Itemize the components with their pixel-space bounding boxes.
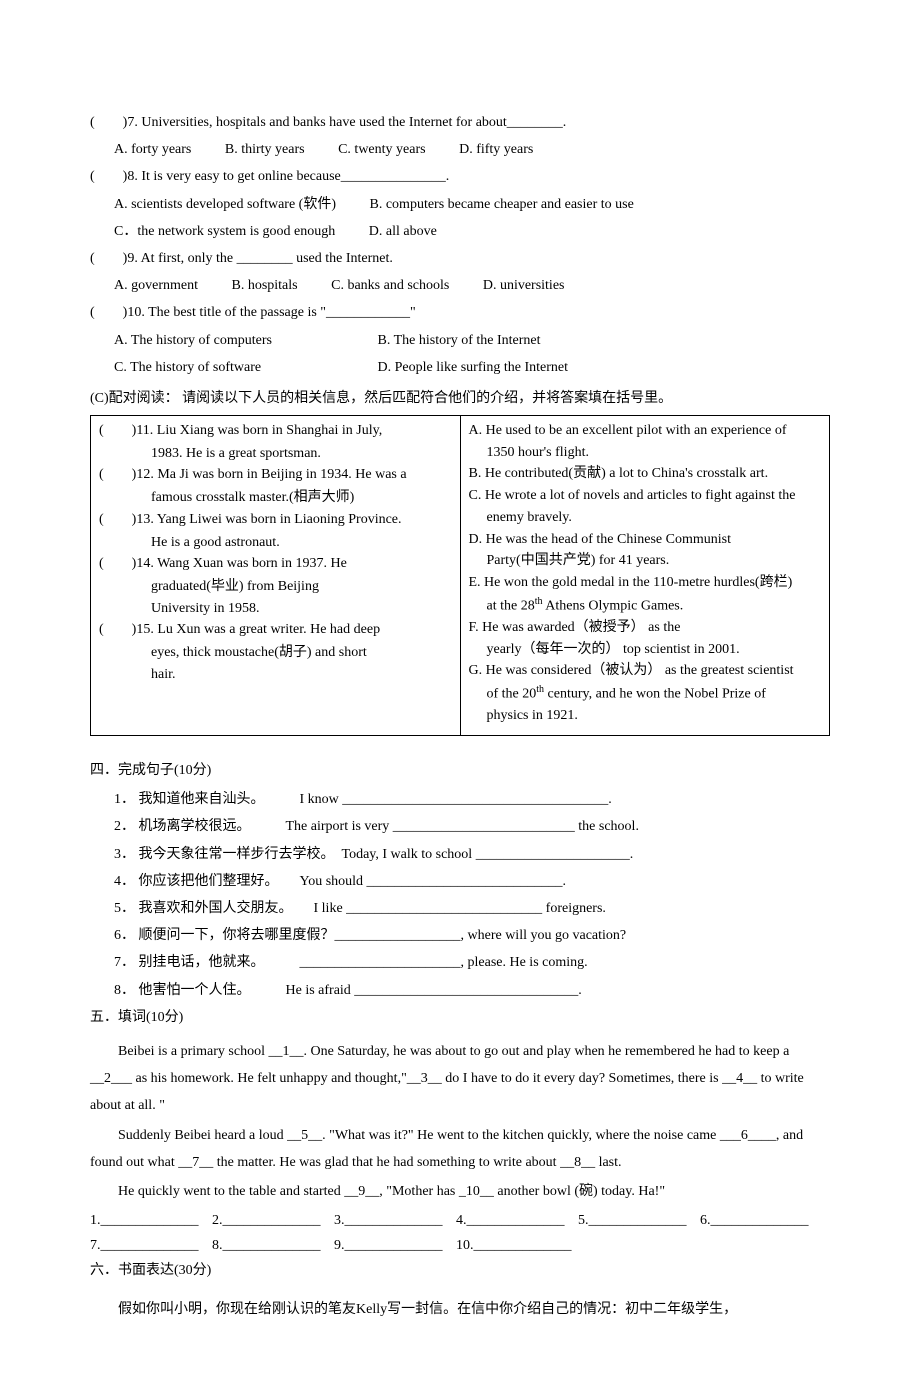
m13-line1: ( )13. Yang Liwei was born in Liaoning P… [99, 509, 452, 531]
opt-g-line2: of the 20th century, and he won the Nobe… [469, 682, 822, 705]
writing-prompt: 假如你叫小明，你现在给刚认识的笔友Kelly写一封信。在信中你介绍自己的情况：初… [90, 1297, 830, 1322]
opt-e-line2-pre: at the 28 [487, 598, 535, 613]
m15-line3: hair. [99, 664, 452, 686]
q8-prefix: ( )8. [90, 169, 141, 184]
opt-g-line2-post: century, and he won the Nobel Prize of [544, 687, 766, 702]
comp-sentence-5: 5． 我喜欢和外国人交朋友。 I like __________________… [90, 896, 830, 921]
q10-text: The best title of the passage is "______… [148, 305, 416, 320]
m11-line1: ( )11. Liu Xiang was born in Shanghai in… [99, 420, 452, 442]
q9-text: At first, only the ________ used the Int… [141, 251, 393, 266]
q8-opt-d: D. all above [369, 219, 437, 244]
ans-8: 8.______________ [212, 1233, 321, 1258]
ans-5: 5.______________ [578, 1208, 687, 1233]
opt-d-line1: D. He was the head of the Chinese Commun… [469, 529, 822, 551]
answer-blanks-row1: 1.______________ 2.______________ 3.____… [90, 1208, 830, 1233]
opt-a-line2: 1350 hour's flight. [469, 442, 822, 464]
q8-options-row2: C．the network system is good enough D. a… [90, 219, 830, 244]
matching-table: ( )11. Liu Xiang was born in Shanghai in… [90, 415, 830, 736]
m15-line2: eyes, thick moustache(胡子) and short [99, 642, 452, 664]
q7-opt-a: A. forty years [114, 137, 191, 162]
q10-prefix: ( )10. [90, 305, 148, 320]
opt-e-line2: at the 28th Athens Olympic Games. [469, 594, 822, 617]
comp-sentence-6: 6． 顺便问一下，你将去哪里度假？__________________, whe… [90, 923, 830, 948]
comp-sentence-3: 3． 我今天象往常一样步行去学校。 Today, I walk to schoo… [90, 842, 830, 867]
m14-line3: University in 1958. [99, 598, 452, 620]
m15-line1: ( )15. Lu Xun was a great writer. He had… [99, 619, 452, 641]
q8-opt-c: C．the network system is good enough [114, 219, 335, 244]
q10-options-row2: C. The history of software D. People lik… [90, 355, 830, 380]
opt-b: B. He contributed(贡献) a lot to China's c… [469, 463, 822, 485]
section-c-intro: (C)配对阅读： 请阅读以下人员的相关信息，然后匹配符合他们的介绍，并将答案填在… [90, 386, 830, 411]
q9-opt-c: C. banks and schools [331, 273, 449, 298]
opt-a-line1: A. He used to be an excellent pilot with… [469, 420, 822, 442]
ans-3: 3.______________ [334, 1208, 443, 1233]
m12-line1: ( )12. Ma Ji was born in Beijing in 1934… [99, 464, 452, 486]
comp-sentence-7: 7． 别挂电话，他就来。 _______________________, pl… [90, 950, 830, 975]
q7-text: Universities, hospitals and banks have u… [141, 115, 566, 130]
q9-options: A. government B. hospitals C. banks and … [90, 273, 830, 298]
ans-2: 2.______________ [212, 1208, 321, 1233]
opt-d-line2: Party(中国共产党) for 41 years. [469, 550, 822, 572]
question-7: ( )7. Universities, hospitals and banks … [90, 110, 830, 135]
question-10: ( )10. The best title of the passage is … [90, 300, 830, 325]
comp-sentence-2: 2． 机场离学校很远。 The airport is very ________… [90, 814, 830, 839]
q8-options-row1: A. scientists developed software (软件) B.… [90, 192, 830, 217]
opt-g-sup: th [536, 684, 544, 695]
q10-opt-b: B. The history of the Internet [378, 328, 541, 353]
exam-page: ( )7. Universities, hospitals and banks … [0, 0, 920, 1382]
q8-opt-a: A. scientists developed software (软件) [114, 192, 336, 217]
question-9: ( )9. At first, only the ________ used t… [90, 246, 830, 271]
q7-opt-d: D. fifty years [459, 137, 533, 162]
opt-g-line3: physics in 1921. [469, 705, 822, 727]
q9-opt-a: A. government [114, 273, 198, 298]
cloze-para-2: Suddenly Beibei heard a loud __5__. "Wha… [90, 1122, 830, 1177]
opt-e-line1: E. He won the gold medal in the 110-metr… [469, 572, 822, 594]
opt-f-line1: F. He was awarded（被授予） as the [469, 617, 822, 639]
ans-4: 4.______________ [456, 1208, 565, 1233]
q7-opt-b: B. thirty years [225, 137, 305, 162]
q10-opt-d: D. People like surfing the Internet [378, 355, 569, 380]
comp-sentence-8: 8． 他害怕一个人住。 He is afraid _______________… [90, 978, 830, 1003]
cloze-para-3: He quickly went to the table and started… [90, 1178, 830, 1205]
section-6-heading: 六．书面表达(30分) [90, 1258, 830, 1283]
q10-opt-a: A. The history of computers [114, 328, 344, 353]
q7-prefix: ( )7. [90, 115, 141, 130]
opt-e-sup: th [535, 596, 543, 607]
ans-10: 10.______________ [456, 1233, 572, 1258]
q8-text: It is very easy to get online because___… [141, 169, 449, 184]
q10-options-row1: A. The history of computers B. The histo… [90, 328, 830, 353]
q7-opt-c: C. twenty years [338, 137, 425, 162]
q9-prefix: ( )9. [90, 251, 141, 266]
m11-line2: 1983. He is a great sportsman. [99, 443, 452, 465]
ans-9: 9.______________ [334, 1233, 443, 1258]
matching-right-col: A. He used to be an excellent pilot with… [460, 416, 830, 736]
q10-opt-c: C. The history of software [114, 355, 344, 380]
opt-e-line2-post: Athens Olympic Games. [543, 598, 684, 613]
q9-opt-b: B. hospitals [231, 273, 297, 298]
cloze-passage: Beibei is a primary school __1__. One Sa… [90, 1038, 830, 1206]
comp-sentence-1: 1． 我知道他来自汕头。 I know ____________________… [90, 787, 830, 812]
comp-sentence-4: 4． 你应该把他们整理好。 You should _______________… [90, 869, 830, 894]
opt-c-line2: enemy bravely. [469, 507, 822, 529]
opt-g-line1: G. He was considered（被认为） as the greates… [469, 660, 822, 682]
opt-f-line2: yearly（每年一次的） top scientist in 2001. [469, 639, 822, 661]
ans-1: 1.______________ [90, 1208, 199, 1233]
question-8: ( )8. It is very easy to get online beca… [90, 164, 830, 189]
ans-7: 7.______________ [90, 1233, 199, 1258]
q8-opt-b: B. computers became cheaper and easier t… [370, 192, 634, 217]
cloze-para-1: Beibei is a primary school __1__. One Sa… [90, 1038, 830, 1120]
matching-left-col: ( )11. Liu Xiang was born in Shanghai in… [91, 416, 461, 736]
opt-g-line2-pre: of the 20 [487, 687, 537, 702]
m12-line2: famous crosstalk master.(相声大师) [99, 487, 452, 509]
q9-opt-d: D. universities [483, 273, 565, 298]
q7-options: A. forty years B. thirty years C. twenty… [90, 137, 830, 162]
ans-6: 6.______________ [700, 1208, 809, 1233]
opt-c-line1: C. He wrote a lot of novels and articles… [469, 485, 822, 507]
m14-line1: ( )14. Wang Xuan was born in 1937. He [99, 553, 452, 575]
m14-line2: graduated(毕业) from Beijing [99, 576, 452, 598]
section-5-heading: 五．填词(10分) [90, 1005, 830, 1030]
m13-line2: He is a good astronaut. [99, 532, 452, 554]
answer-blanks-row2: 7.______________ 8.______________ 9.____… [90, 1233, 830, 1258]
section-4-heading: 四．完成句子(10分) [90, 758, 830, 783]
